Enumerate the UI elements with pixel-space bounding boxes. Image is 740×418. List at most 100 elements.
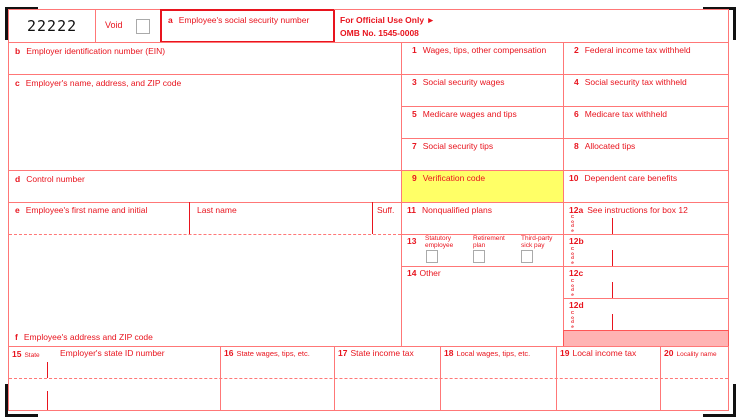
box-7[interactable]: 7 Social security tips <box>401 138 564 171</box>
box-12b-num: 12b <box>569 236 584 246</box>
divider <box>372 202 373 234</box>
state-id-label: Employer's state ID number <box>60 348 165 358</box>
box-14-num: 14 <box>407 268 417 278</box>
box-9-num: 9 <box>412 173 417 183</box>
box-10-num: 10 <box>569 173 579 183</box>
box-1-num: 1 <box>412 45 417 55</box>
box-a-text: Employee's social security number <box>178 15 310 25</box>
box-5-num: 5 <box>412 109 417 119</box>
box-10-label: Dependent care benefits <box>584 173 678 183</box>
official-use-label: For Official Use Only ► <box>340 15 435 25</box>
box-9[interactable]: 9 Verification code <box>401 170 564 203</box>
divider <box>612 314 613 330</box>
box-d-control-number[interactable]: d Control number <box>8 170 402 203</box>
box-7-label: Social security tips <box>422 141 494 151</box>
statutory-employee-checkbox[interactable] <box>426 250 438 263</box>
box-8-label: Allocated tips <box>584 141 636 151</box>
box-b-ein[interactable]: b Employer identification number (EIN) <box>8 42 402 75</box>
box-9-label: Verification code <box>422 173 486 183</box>
box-b-letter: b <box>15 46 21 56</box>
void-label: Void <box>105 20 123 30</box>
box-11-label: Nonqualified plans <box>422 205 492 215</box>
box-a-ssn[interactable]: a Employee's social security number <box>160 9 335 43</box>
box-2[interactable]: 2 Federal income tax withheld <box>563 42 729 75</box>
void-checkbox[interactable] <box>136 19 150 34</box>
box-c-employer-address[interactable]: c Employer's name, address, and ZIP code <box>8 74 402 171</box>
box-1-label: Wages, tips, other compensation <box>422 45 547 55</box>
box-3[interactable]: 3 Social security wages <box>401 74 564 107</box>
box-20-label: Locality name <box>676 351 717 358</box>
box-10[interactable]: 10 Dependent care benefits <box>563 170 729 203</box>
box-6[interactable]: 6 Medicare tax withheld <box>563 106 729 139</box>
box-2-num: 2 <box>574 45 579 55</box>
box-d-label: Control number <box>26 174 85 184</box>
box-20-num: 20 <box>664 348 674 358</box>
box-4[interactable]: 4 Social security tax withheld <box>563 74 729 107</box>
box-4-label: Social security tax withheld <box>584 77 687 87</box>
box-17-num: 17 <box>338 348 348 358</box>
divider <box>612 282 613 298</box>
box-f-letter: f <box>15 332 18 342</box>
box-12c-num: 12c <box>569 268 584 278</box>
retirement-plan-label: Retirement plan <box>473 235 505 249</box>
box-c-label: Employer's name, address, and ZIP code <box>25 78 182 88</box>
box-12d-num: 12d <box>569 300 584 310</box>
box-13: 13 Statutory employee Retirement plan Th… <box>401 234 564 267</box>
box-4-num: 4 <box>574 77 579 87</box>
last-name-label: Last name <box>197 205 237 215</box>
box-8-num: 8 <box>574 141 579 151</box>
corner-mark-top-left <box>5 7 38 40</box>
divider <box>612 250 613 266</box>
box-18-num: 18 <box>444 348 454 358</box>
box-e-label: Employee's first name and initial <box>25 205 148 215</box>
box-14[interactable]: 14 Other <box>401 266 564 347</box>
third-party-sick-pay-label: Third-party sick pay <box>521 235 553 249</box>
box-d-letter: d <box>15 174 21 184</box>
box-16-label: State wages, tips, etc. <box>236 349 310 358</box>
arrow-right-icon: ► <box>426 15 435 25</box>
box-11-num: 11 <box>407 205 416 215</box>
box-a-letter: a <box>168 15 173 25</box>
divider <box>189 202 190 234</box>
box-19-num: 19 <box>560 348 570 358</box>
box-2-label: Federal income tax withheld <box>584 45 691 55</box>
statutory-employee-label: Statutory employee <box>425 235 454 249</box>
box-13-num: 13 <box>407 236 417 246</box>
dashed-divider <box>9 234 401 235</box>
shaded-area <box>563 330 729 347</box>
void-cell: Void <box>95 9 161 43</box>
box-c-letter: c <box>15 78 20 88</box>
box-6-num: 6 <box>574 109 579 119</box>
box-8[interactable]: 8 Allocated tips <box>563 138 729 171</box>
box-15-num: 15 <box>12 349 22 359</box>
state-label: State <box>24 352 40 359</box>
box-12a-label: See instructions for box 12 <box>587 205 688 215</box>
corner-mark-bottom-right <box>703 384 736 417</box>
official-use-text: For Official Use Only <box>340 15 425 25</box>
box-7-num: 7 <box>412 141 417 151</box>
box-f-label: Employee's address and ZIP code <box>23 332 153 342</box>
divider <box>612 218 613 234</box>
box-12a-num: 12a <box>569 205 584 215</box>
box-1[interactable]: 1 Wages, tips, other compensation <box>401 42 564 75</box>
dashed-divider <box>9 378 728 379</box>
suffix-label: Suff. <box>377 205 395 215</box>
box-5[interactable]: 5 Medicare wages and tips <box>401 106 564 139</box>
retirement-plan-checkbox[interactable] <box>473 250 485 263</box>
divider <box>47 362 48 378</box>
form-code-cell: 22222 <box>8 9 96 43</box>
box-3-num: 3 <box>412 77 417 87</box>
official-use-cell: For Official Use Only ► OMB No. 1545-000… <box>334 9 729 43</box>
box-e-f-employee[interactable]: e Employee's first name and initial Last … <box>8 202 402 347</box>
box-6-label: Medicare tax withheld <box>584 109 667 119</box>
box-19-label: Local income tax <box>572 348 637 358</box>
box-11[interactable]: 11 Nonqualified plans <box>401 202 564 235</box>
third-party-sick-pay-checkbox[interactable] <box>521 250 533 263</box>
